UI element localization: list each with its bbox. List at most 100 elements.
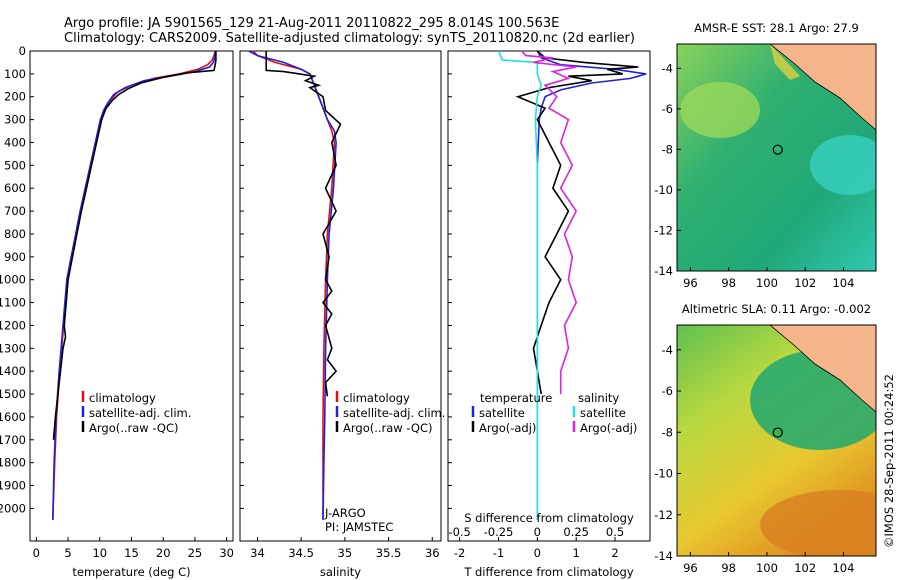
profile-panel-salinity: 34 34.5 35 35.5 36 salinity climatologysatelli…: [239, 50, 445, 579]
sst-map: [677, 44, 876, 271]
series-line-0: [52, 50, 216, 520]
x-tick-label: 15: [124, 546, 139, 560]
x-tick-label-top: 0: [534, 525, 541, 539]
x-tick-label-top: -0.25: [484, 525, 514, 539]
y-tick-label: 100: [4, 67, 26, 81]
y-tick-label: 800: [4, 227, 26, 241]
map-y-tick-label: -4: [662, 61, 673, 75]
legend-entry: Argo(-adj): [580, 421, 637, 435]
x-tick-label: 30: [219, 546, 234, 560]
y-tick-label: 600: [4, 181, 26, 195]
legend-entry: satellite-adj. clim.: [89, 406, 191, 420]
figure-title-line1: Argo profile: JA 5901565_129 21-Aug-2011…: [64, 16, 559, 31]
sla-map: [677, 325, 876, 556]
x-tick-label: 5: [64, 546, 71, 560]
y-tick-label: 1700: [0, 433, 26, 447]
legend-entry: climatology: [89, 391, 156, 405]
y-tick-label: 1200: [0, 318, 26, 332]
plot-frame: [447, 50, 651, 542]
y-tick-label: 200: [4, 90, 26, 104]
map-y-tick-label: -8: [662, 425, 673, 439]
x-tick-label: 35: [338, 546, 353, 560]
y-tick-label: 2000: [0, 501, 26, 515]
x-tick-label-top: 0.25: [563, 525, 589, 539]
x-tick-label: 25: [188, 546, 203, 560]
map-title: Altimetric SLA: 0.11 Argo: -0.002: [682, 302, 871, 316]
map-x-tick-label: 102: [794, 561, 816, 575]
x-axis-label: T difference from climatology: [463, 565, 634, 579]
figure-title-line2: Climatology: CARS2009. Satellite-adjuste…: [64, 31, 635, 46]
x-tick-label-top: -0.5: [448, 525, 470, 539]
legend-title: salinity: [578, 391, 619, 405]
map-y-tick-label: -10: [654, 467, 673, 481]
map-frame: [676, 43, 877, 272]
x-tick-label: 35.5: [376, 546, 402, 560]
map-y-tick-label: -6: [662, 102, 673, 116]
plot-frame: [239, 50, 442, 542]
legend-entry: climatology: [343, 391, 410, 405]
x-tick-label: 2: [611, 546, 618, 560]
x-tick-label: 36: [425, 546, 440, 560]
map-x-tick-label: 100: [756, 561, 778, 575]
series-line-2: [52, 51, 217, 440]
profile-panel-temperature: 0 5 10 15 20 25 30 temperature (deg C) 0 100 200 30…: [0, 44, 234, 579]
legend-entry: Argo(..raw -QC): [89, 421, 179, 435]
y-tick-label: 1300: [0, 341, 26, 355]
y-tick-label: 500: [4, 158, 26, 172]
y-tick-label: 700: [4, 204, 26, 218]
legend-entry: satellite: [580, 406, 626, 420]
map-x-tick-label: 98: [721, 561, 736, 575]
series-line-0: [252, 50, 336, 520]
y-tick-label: 1600: [0, 410, 26, 424]
map-x-tick-label: 96: [683, 561, 698, 575]
y-tick-label: 1000: [0, 273, 26, 287]
y-tick-label: 1400: [0, 364, 26, 378]
argo-float-marker: [772, 427, 783, 438]
map-y-tick-label: -14: [654, 549, 673, 563]
y-tick-label: 1500: [0, 387, 26, 401]
legend-title: temperature: [480, 391, 552, 405]
y-tick-label: 300: [4, 113, 26, 127]
map-x-tick-label: 104: [832, 276, 854, 290]
x-tick-label: 1: [573, 546, 580, 560]
x-tick-label: -2: [454, 546, 465, 560]
map-sla-axes: Altimetric SLA: 0.11 Argo: -0.002 96 98 100…: [654, 302, 877, 575]
x-tick-label: 20: [156, 546, 171, 560]
map-x-tick-label: 96: [683, 276, 698, 290]
pi-annotation: J-ARGO: [324, 506, 366, 520]
y-tick-label: 1900: [0, 479, 26, 493]
x-tick-label: -1: [493, 546, 504, 560]
map-x-tick-label: 102: [794, 276, 816, 290]
x-tick-label: 0: [534, 546, 541, 560]
argo-float-marker: [772, 144, 783, 155]
map-x-tick-label: 104: [832, 561, 854, 575]
x-tick-label-top: 0.5: [606, 525, 624, 539]
legend-entry: satellite: [479, 406, 525, 420]
series-line-2: [497, 50, 543, 520]
series-line-1: [515, 50, 639, 395]
y-tick-label: 400: [4, 135, 26, 149]
x-tick-label: 34: [250, 546, 265, 560]
series-line-1: [248, 50, 337, 520]
series-line-1: [52, 50, 216, 520]
y-tick-label: 0: [19, 44, 26, 58]
x-tick-label: 0: [33, 546, 40, 560]
plot-frame: [29, 50, 234, 542]
profile-panel-difference: -2 -1 0 1 2 T difference from climatology temp…: [447, 50, 651, 579]
series-line-3: [521, 50, 578, 394]
map-sst-axes: AMSR-E SST: 28.1 Argo: 27.9 96 98 100 102 104…: [654, 21, 877, 290]
map-y-tick-label: -8: [662, 142, 673, 156]
x-tick-label: 10: [92, 546, 107, 560]
x-axis-label: temperature (deg C): [72, 565, 190, 579]
map-y-tick-label: -6: [662, 384, 673, 398]
y-tick-label: 900: [4, 250, 26, 264]
map-y-tick-label: -10: [654, 183, 673, 197]
legend-entry: Argo(..raw -QC): [343, 421, 433, 435]
map-y-tick-label: -12: [654, 508, 673, 522]
y-tick-label: 1800: [0, 456, 26, 470]
series-line-2: [265, 51, 342, 397]
x-axis-label-top: S difference from climatology: [464, 511, 634, 525]
series-line-0: [536, 50, 647, 520]
legend-entry: Argo(-adj): [479, 421, 536, 435]
